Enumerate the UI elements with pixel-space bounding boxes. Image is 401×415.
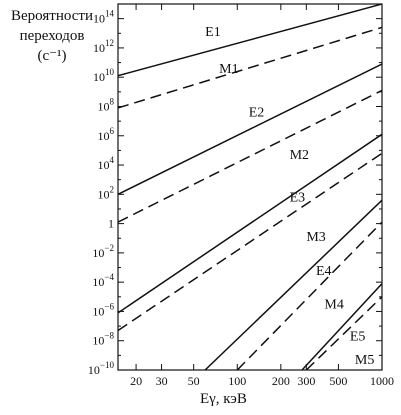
series-line-e4 <box>204 199 382 370</box>
series-label-m2: M2 <box>290 148 309 163</box>
series-lines <box>118 4 382 370</box>
series-labels: E1 M1 E2 M2 E3 M3 E4 M4 E5 M5 <box>205 25 374 368</box>
series-line-m1 <box>118 26 382 109</box>
x-tick-label: 1000 <box>370 374 394 388</box>
x-tick-label: 300 <box>297 374 315 388</box>
series-label-m5: M5 <box>355 353 374 368</box>
series-label-e3: E3 <box>290 191 306 206</box>
y-tick-label: 10−2 <box>92 243 114 260</box>
series-line-e1 <box>118 4 382 77</box>
y-tick-label: 10−10 <box>88 360 115 377</box>
x-axis-ticks: 20 30 50 100 200 300 500 1000 <box>130 4 394 388</box>
x-tick-label: 500 <box>329 374 347 388</box>
x-tick-label: 200 <box>272 374 290 388</box>
y-tick-label: 106 <box>98 126 115 143</box>
series-label-e2: E2 <box>249 106 265 121</box>
y-tick-label: 104 <box>98 155 115 172</box>
y-tick-label: 10−6 <box>92 301 114 318</box>
y-tick-label: 102 <box>98 184 115 201</box>
y-tick-label: 1014 <box>93 9 115 26</box>
series-label-e1: E1 <box>205 25 221 40</box>
series-label-m4: M4 <box>324 298 343 313</box>
y-tick-label: 10−4 <box>92 272 114 289</box>
series-line-e2 <box>118 63 382 195</box>
y-axis-title-line-1: Вероятности <box>11 8 93 24</box>
y-tick-label: 1010 <box>93 67 115 84</box>
series-line-m5 <box>305 296 382 370</box>
series-line-m2 <box>118 89 382 223</box>
series-line-e3 <box>118 133 382 314</box>
x-tick-label: 50 <box>188 374 200 388</box>
series-line-m3 <box>118 152 382 332</box>
y-axis-ticks: 1014 1012 1010 108 106 104 102 1 10−2 10−4 10−6 10−… <box>88 9 382 377</box>
series-label-e4: E4 <box>316 264 332 279</box>
series-label-m3: M3 <box>306 230 325 245</box>
y-axis-title-line-2: переходов <box>19 28 85 44</box>
x-tick-label: 100 <box>228 374 246 388</box>
series-label-m1: M1 <box>219 62 238 77</box>
plot-frame <box>117 3 383 371</box>
y-tick-label: 108 <box>98 96 115 113</box>
series-line-m4 <box>236 221 382 370</box>
y-axis-title-line-3: (с⁻¹) <box>37 48 67 64</box>
series-label-e5: E5 <box>350 330 366 345</box>
x-tick-label: 30 <box>156 374 168 388</box>
y-tick-label: 10−8 <box>92 331 114 348</box>
y-axis-title: Вероятности переходов (с⁻¹) <box>2 6 102 66</box>
x-tick-label: 20 <box>130 374 142 388</box>
series-line-e5 <box>301 283 382 370</box>
y-tick-label: 1 <box>108 217 114 231</box>
x-axis-title: Eγ, кэВ <box>200 391 247 407</box>
y-tick-label: 1012 <box>93 38 114 55</box>
